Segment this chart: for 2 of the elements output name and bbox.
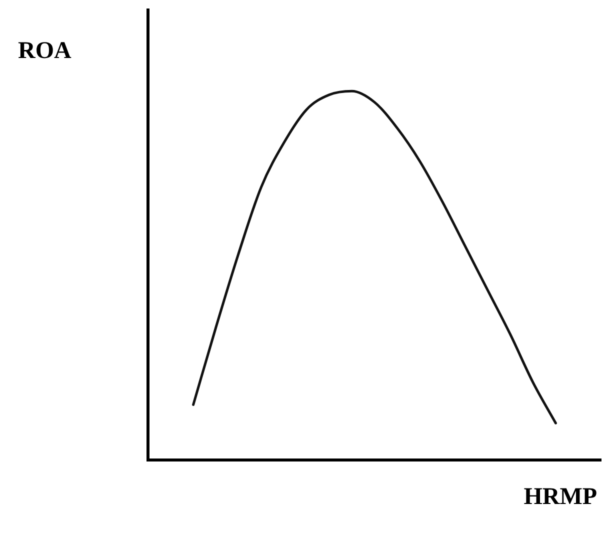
x-axis-title: HRMP	[524, 484, 597, 511]
y-axis-title: ROA	[18, 38, 72, 65]
